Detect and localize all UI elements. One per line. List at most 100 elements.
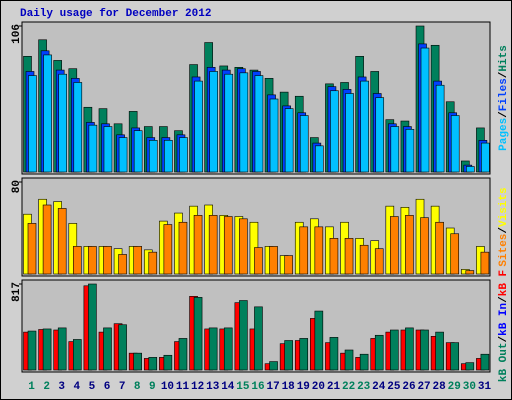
bar bbox=[480, 251, 490, 275]
x-tick-label: 15 bbox=[236, 381, 250, 393]
bar bbox=[465, 270, 475, 275]
x-tick-label: 10 bbox=[161, 381, 174, 393]
bar bbox=[390, 126, 400, 173]
bar bbox=[344, 238, 354, 275]
bar bbox=[284, 255, 293, 275]
bar bbox=[314, 226, 324, 275]
x-tick-label: 6 bbox=[104, 381, 111, 393]
bar bbox=[329, 238, 339, 275]
bar bbox=[194, 80, 203, 173]
bar bbox=[133, 246, 142, 275]
x-tick-label: 4 bbox=[74, 381, 81, 393]
bar bbox=[223, 216, 233, 275]
y-tick-label: 817 bbox=[11, 282, 23, 302]
bar bbox=[88, 124, 98, 173]
legend-label: Sites bbox=[498, 234, 510, 267]
bar bbox=[450, 115, 460, 173]
legend-separator: / bbox=[498, 227, 510, 234]
legend-label: Pages bbox=[498, 118, 510, 151]
bar bbox=[103, 126, 113, 173]
bar bbox=[315, 145, 324, 173]
bar bbox=[27, 223, 37, 275]
bar bbox=[88, 246, 97, 275]
bar bbox=[374, 334, 384, 371]
bar bbox=[239, 300, 248, 371]
bar bbox=[209, 71, 218, 173]
bar bbox=[299, 226, 309, 275]
bar bbox=[148, 251, 158, 275]
bar bbox=[420, 47, 430, 173]
x-tick-label: 26 bbox=[402, 381, 415, 393]
bar bbox=[72, 339, 82, 371]
x-tick-label: 14 bbox=[221, 381, 235, 393]
bar bbox=[435, 331, 444, 371]
x-tick-label: 11 bbox=[176, 381, 190, 393]
bar bbox=[359, 353, 369, 371]
bar bbox=[103, 246, 112, 275]
bar bbox=[480, 353, 490, 371]
bar bbox=[118, 254, 127, 275]
bar bbox=[58, 73, 67, 173]
bar bbox=[208, 215, 218, 275]
legend: kB Out/kB In/kB F bbox=[498, 270, 510, 382]
bar bbox=[42, 204, 52, 275]
legend-label: kB In bbox=[498, 303, 510, 336]
bar bbox=[88, 283, 97, 371]
x-tick-label: 27 bbox=[417, 381, 430, 393]
legend-separator: / bbox=[498, 111, 510, 118]
bar bbox=[239, 72, 249, 173]
x-tick-label: 20 bbox=[312, 381, 325, 393]
bar bbox=[466, 166, 475, 173]
x-tick-label: 31 bbox=[478, 381, 492, 393]
bar bbox=[465, 362, 475, 371]
bar bbox=[374, 248, 384, 275]
legend-label: Hits bbox=[498, 45, 510, 71]
x-tick-label: 12 bbox=[191, 381, 204, 393]
bar bbox=[73, 82, 83, 173]
bar bbox=[27, 330, 37, 371]
bar bbox=[254, 306, 263, 371]
bar bbox=[103, 327, 112, 371]
x-tick-label: 2 bbox=[43, 381, 50, 393]
bar bbox=[224, 73, 234, 173]
bar bbox=[420, 217, 429, 275]
bar bbox=[178, 338, 188, 371]
bar bbox=[359, 244, 369, 275]
y-tick-label: 80 bbox=[11, 180, 23, 193]
x-tick-label: 29 bbox=[448, 381, 461, 393]
bar bbox=[254, 247, 263, 275]
x-tick-label: 9 bbox=[149, 381, 156, 393]
bar bbox=[57, 208, 67, 275]
legend-label: kB Out bbox=[498, 343, 510, 383]
x-tick-label: 19 bbox=[297, 381, 310, 393]
y-tick-label: 106 bbox=[11, 24, 23, 44]
bar bbox=[133, 352, 142, 371]
legend: Pages/Files/Hits bbox=[498, 45, 510, 151]
x-tick-label: 25 bbox=[387, 381, 401, 393]
bar bbox=[118, 324, 127, 371]
bar bbox=[405, 215, 414, 275]
x-tick-label: 16 bbox=[251, 381, 264, 393]
x-tick-label: 3 bbox=[58, 381, 65, 393]
legend-separator: / bbox=[498, 71, 510, 78]
bar bbox=[435, 221, 444, 275]
x-tick-label: 17 bbox=[266, 381, 279, 393]
legend-label: Files bbox=[498, 78, 510, 111]
bar bbox=[360, 80, 369, 173]
bar bbox=[193, 297, 203, 371]
bar bbox=[314, 310, 324, 371]
bar bbox=[330, 90, 339, 173]
bar bbox=[193, 215, 203, 275]
bar bbox=[405, 327, 414, 371]
bar bbox=[164, 140, 173, 173]
bar bbox=[239, 218, 248, 275]
bar bbox=[390, 329, 399, 371]
x-tick-label: 5 bbox=[89, 381, 96, 393]
bar bbox=[481, 142, 490, 173]
bar bbox=[133, 130, 143, 173]
legend-separator: / bbox=[498, 296, 510, 303]
bar bbox=[450, 233, 460, 275]
bar bbox=[43, 54, 52, 173]
x-tick-label: 23 bbox=[357, 381, 371, 393]
bar bbox=[148, 140, 158, 173]
